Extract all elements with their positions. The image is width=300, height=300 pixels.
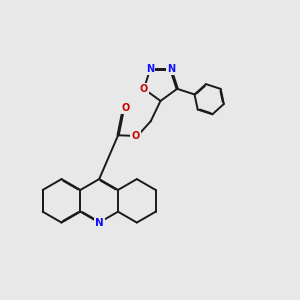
Text: N: N: [167, 64, 175, 74]
Text: O: O: [140, 84, 148, 94]
Text: O: O: [131, 130, 140, 141]
Text: O: O: [121, 103, 130, 113]
Text: N: N: [146, 64, 154, 74]
Text: N: N: [95, 218, 103, 228]
